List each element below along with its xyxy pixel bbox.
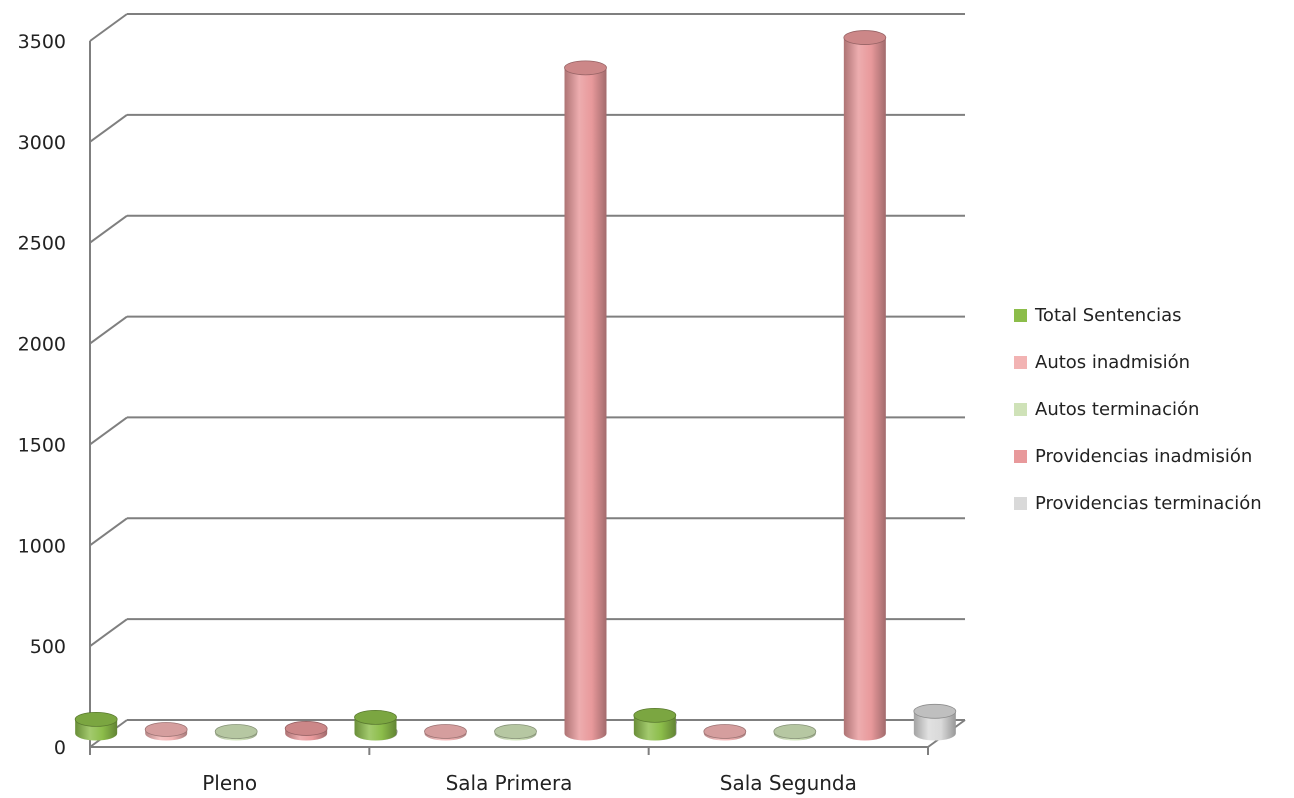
- x-tick-label: Sala Primera: [446, 771, 573, 795]
- gridline-diagonal: [89, 315, 128, 345]
- legend-item: Autos inadmisión: [1014, 339, 1262, 386]
- bar: [74, 711, 118, 741]
- bar: [633, 707, 677, 741]
- bar-top: [773, 724, 817, 739]
- bar-top: [284, 721, 328, 736]
- bar-top: [703, 724, 747, 739]
- bar: [354, 709, 397, 741]
- y-tick-label: 1000: [18, 535, 66, 557]
- bar: [913, 703, 957, 741]
- gridline-diagonal: [89, 517, 128, 547]
- bar: [773, 724, 817, 741]
- legend-label: Autos terminación: [1035, 399, 1200, 420]
- y-tick-label: 0: [54, 737, 66, 759]
- bar-top: [74, 711, 118, 727]
- bar-top: [913, 703, 957, 719]
- legend-swatch: [1014, 356, 1027, 369]
- bar: [424, 724, 467, 741]
- y-tick-label: 3000: [18, 132, 66, 154]
- legend-label: Autos inadmisión: [1035, 352, 1191, 373]
- x-tick-label: Sala Segunda: [720, 771, 857, 795]
- legend-swatch: [1014, 450, 1027, 463]
- legend-item: Autos terminación: [1014, 386, 1262, 433]
- bar: [144, 722, 188, 741]
- bar: [214, 724, 258, 741]
- legend-item: Providencias terminación: [1014, 480, 1262, 527]
- bar: [843, 30, 887, 741]
- bar: [564, 60, 607, 741]
- bar-layer: [74, 30, 957, 741]
- bar-top: [633, 707, 677, 723]
- legend-item: Providencias inadmisión: [1014, 433, 1262, 480]
- gridline-diagonal: [89, 618, 128, 647]
- legend-item: Total Sentencias: [1014, 292, 1262, 339]
- legend-swatch: [1014, 497, 1027, 510]
- bar-body: [843, 37, 886, 741]
- y-tick-label: 1500: [18, 434, 66, 456]
- bar-top: [214, 724, 258, 739]
- y-tick-label: 3500: [18, 31, 66, 53]
- bar-top: [564, 60, 607, 76]
- bar-body: [913, 711, 956, 741]
- bar: [284, 721, 328, 741]
- gridline-diagonal: [89, 114, 128, 143]
- y-tick-label: 2000: [18, 334, 66, 356]
- axis-layer: [89, 41, 966, 755]
- x-tick-label: Pleno: [202, 771, 257, 795]
- bar-top: [494, 724, 537, 739]
- y-tick-label: 2500: [18, 233, 66, 255]
- legend-label: Providencias inadmisión: [1035, 446, 1253, 467]
- gridline-diagonal: [89, 13, 128, 42]
- bar-top: [424, 724, 467, 739]
- chart-legend: Total Sentencias Autos inadmisión Autos te…: [1014, 292, 1262, 527]
- legend-swatch: [1014, 309, 1027, 322]
- bar-body: [564, 67, 607, 741]
- legend-label: Providencias terminación: [1035, 493, 1262, 514]
- bar: [703, 724, 747, 741]
- gridline-diagonal: [89, 416, 128, 446]
- bar-top: [843, 30, 887, 45]
- label-layer: 0 500 1000 1500 2000 2500 3000 3500 Pleno Sala Pr…: [18, 31, 857, 795]
- y-tick-label: 500: [30, 636, 66, 658]
- grid-layer: [89, 13, 965, 748]
- bar-top: [354, 709, 397, 725]
- bar: [494, 724, 537, 741]
- legend-label: Total Sentencias: [1035, 305, 1182, 326]
- gridline-diagonal: [89, 214, 128, 244]
- bar-top: [144, 722, 188, 737]
- legend-swatch: [1014, 403, 1027, 416]
